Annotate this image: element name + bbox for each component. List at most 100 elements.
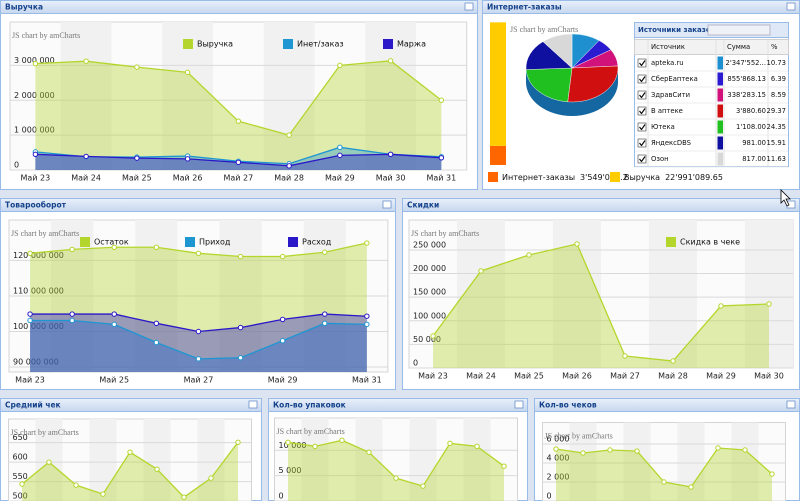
source-name: ЗдравСити xyxy=(651,91,690,99)
data-point xyxy=(478,268,484,274)
row-checkbox xyxy=(637,138,647,148)
data-point xyxy=(134,64,140,70)
checkbox-check xyxy=(639,60,646,67)
data-point xyxy=(237,253,244,260)
data-point xyxy=(27,250,33,257)
legend-name: Выручка xyxy=(624,173,660,182)
data-point xyxy=(134,155,140,161)
x-tick-label: Май 23 xyxy=(418,372,448,381)
data-point xyxy=(430,333,436,339)
row-checkbox xyxy=(637,106,647,116)
y-tick-label: 6 000 xyxy=(547,435,570,444)
plot-stripe xyxy=(457,220,505,368)
panel-header xyxy=(268,398,528,412)
checkbox-check xyxy=(639,124,646,131)
legend-label: Расход xyxy=(302,238,332,247)
source-color xyxy=(717,136,723,150)
x-tick-label: Май 25 xyxy=(514,372,544,381)
data-point xyxy=(553,446,559,452)
data-point xyxy=(153,320,160,327)
data-point xyxy=(195,328,202,335)
table-header xyxy=(634,39,789,55)
source-sum: 981.00 xyxy=(742,139,766,147)
data-point xyxy=(195,356,202,362)
column-header: % xyxy=(771,43,778,51)
panel-header xyxy=(0,398,262,412)
bar-segment xyxy=(490,145,506,165)
plot-stripe xyxy=(89,419,117,501)
plot-stripe xyxy=(731,422,759,501)
y-tick-label: 0 xyxy=(547,492,552,501)
data-point xyxy=(69,246,75,253)
source-color xyxy=(717,56,723,70)
source-color xyxy=(717,72,723,86)
data-point xyxy=(580,450,586,456)
source-percent: 24.35 xyxy=(767,123,786,131)
plot-stripe xyxy=(569,422,597,501)
source-percent: 10.73 xyxy=(767,59,786,67)
y-tick-label: 500 xyxy=(13,492,28,501)
collapse-button xyxy=(464,2,474,11)
y-tick-label: 10 000 xyxy=(279,441,307,450)
series-area xyxy=(35,60,442,170)
data-point xyxy=(364,313,370,319)
row-checkbox xyxy=(637,90,647,100)
data-point xyxy=(208,475,214,481)
y-tick-label: 2 000 000 xyxy=(14,91,55,100)
legend-swatch xyxy=(666,237,676,247)
legend-label: Интернет-заказы 3'549'085.2 xyxy=(502,173,628,182)
data-point xyxy=(670,358,676,364)
series-area xyxy=(30,314,367,372)
checkbox-check xyxy=(639,156,646,163)
legend-item: Выручка 22'991'089.65 xyxy=(610,172,723,182)
y-tick-label: 0 xyxy=(279,492,284,501)
legend-swatch xyxy=(80,237,90,247)
plot-stripe xyxy=(143,419,171,501)
legend-swatch xyxy=(610,172,620,182)
data-point xyxy=(387,58,394,64)
data-point xyxy=(438,97,445,103)
y-tick-label: 0 xyxy=(14,161,19,170)
y-tick-label: 550 xyxy=(13,472,28,481)
legend-item: Интернет-заказы 3'549'085.2 xyxy=(488,172,628,182)
data-point xyxy=(688,484,694,490)
collapse-button xyxy=(786,400,796,409)
data-point xyxy=(235,118,242,124)
collapse-button xyxy=(786,2,796,11)
data-point xyxy=(322,311,328,317)
checkbox-check xyxy=(639,92,646,99)
x-tick-label: Май 24 xyxy=(466,372,496,381)
chart-credit: JS chart by amCharts xyxy=(11,229,79,238)
source-sum: 817.00 xyxy=(742,155,766,163)
source-color xyxy=(717,88,723,102)
filter-input xyxy=(707,24,771,36)
data-point xyxy=(69,317,75,324)
y-tick-label: 200 000 xyxy=(413,264,446,273)
x-tick-label: Май 30 xyxy=(754,372,784,381)
series-line xyxy=(432,243,770,362)
x-tick-label: Май 31 xyxy=(352,376,382,385)
series-area xyxy=(433,243,769,368)
data-point xyxy=(83,153,89,160)
data-point xyxy=(153,244,160,250)
legend-label: Маржа xyxy=(397,40,426,49)
x-tick-label: Май 25 xyxy=(99,376,129,385)
source-name: СберЕаптека xyxy=(651,75,698,83)
data-point xyxy=(279,316,286,323)
data-point xyxy=(27,311,33,317)
data-point xyxy=(337,144,343,151)
data-point xyxy=(83,58,89,64)
x-tick-label: Май 28 xyxy=(658,372,688,381)
data-point xyxy=(337,152,343,159)
legend-label: Приход xyxy=(199,238,231,247)
source-percent: 8.59 xyxy=(771,91,786,99)
source-sum: 2'347'552... xyxy=(726,59,767,67)
legend-label: Выручка 22'991'089.65 xyxy=(624,173,723,182)
data-point xyxy=(322,249,328,255)
data-point xyxy=(339,437,345,444)
column-header: Сумма xyxy=(727,43,750,51)
data-point xyxy=(184,156,191,162)
x-tick-label: Май 29 xyxy=(706,372,736,381)
data-point xyxy=(715,445,721,451)
x-tick-label: Май 29 xyxy=(325,174,355,183)
